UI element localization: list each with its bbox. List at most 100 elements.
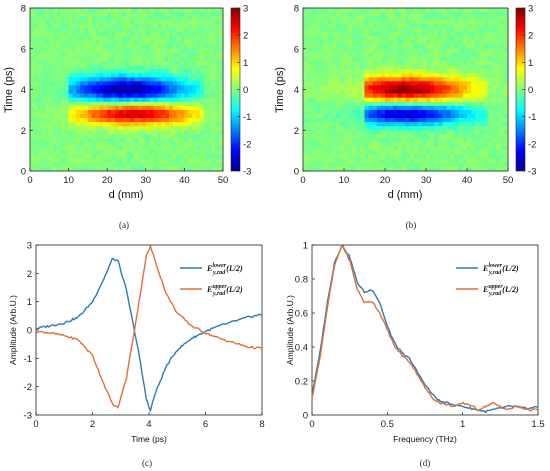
heatmap-b-cell — [495, 36, 501, 42]
heatmap-b-cell — [339, 150, 345, 156]
heatmap-a-cell — [207, 89, 212, 94]
heatmap-b-cell — [454, 109, 460, 115]
heatmap-a-cell — [60, 85, 66, 90]
heatmap-b-cell — [479, 130, 484, 135]
heatmap-a-cell — [72, 150, 77, 156]
heatmap-a-cell — [49, 154, 54, 160]
heatmap-b-cell — [450, 40, 456, 46]
heatmap-a-cell — [126, 101, 131, 107]
heatmap-b-cell — [426, 166, 431, 172]
heatmap-a-cell — [138, 134, 143, 139]
heatmap-b-cell — [405, 166, 410, 172]
heatmap-a-cell — [45, 69, 50, 74]
heatmap-b-cell — [450, 113, 456, 119]
heatmap-b-cell — [380, 126, 386, 131]
heatmap-a-cell — [149, 36, 154, 42]
heatmap-b-cell — [409, 20, 415, 25]
heatmap-b-cell — [491, 56, 497, 62]
heatmap-a-cell — [145, 12, 151, 17]
heatmap-b-cell — [446, 150, 451, 156]
heatmap-b-cell — [417, 118, 423, 123]
heatmap-a-cell — [180, 8, 185, 13]
heatmap-a-cell — [176, 32, 181, 37]
heatmap-a-cell — [141, 158, 147, 164]
heatmap-a-cell — [161, 122, 166, 127]
heatmap-b-cell — [458, 146, 464, 152]
heatmap-a-cell — [176, 118, 181, 123]
heatmap-a-cell — [60, 16, 66, 21]
heatmap-b-cell — [491, 118, 497, 123]
heatmap-b-cell — [319, 162, 324, 168]
heatmap-b-cell — [405, 150, 410, 156]
heatmap-b-cell — [413, 8, 419, 13]
heatmap-b-cell — [442, 65, 447, 70]
heatmap-a-cell — [199, 101, 205, 107]
heatmap-a-cell — [33, 93, 39, 99]
heatmap-b-cell — [360, 48, 365, 54]
heatmap-b-cell — [483, 52, 488, 58]
heatmap-b-cell — [491, 44, 497, 50]
heatmap-b-cell — [438, 118, 443, 123]
heatmap-b-cell — [503, 56, 509, 62]
heatmap-b-cell — [368, 93, 374, 99]
heatmap-b-cell — [413, 56, 419, 62]
heatmap-a-cell — [30, 32, 35, 37]
heatmap-b-cell — [307, 118, 312, 123]
heatmap-b-cell — [364, 101, 369, 107]
heatmap-a-cell — [37, 142, 42, 147]
heatmap-b-cell — [462, 77, 468, 82]
heatmap-b-cell — [405, 48, 410, 54]
heatmap-b-cell — [442, 138, 447, 143]
heatmap-a-cell — [60, 138, 66, 143]
heatmap-a-cell — [68, 48, 73, 54]
heatmap-b-cell — [323, 44, 328, 50]
heatmap-b-cell — [380, 12, 386, 17]
heatmap-a-cell — [103, 93, 108, 99]
heatmap-b-cell — [434, 69, 439, 74]
heatmap-a-cell — [72, 85, 77, 90]
heatmap-b-cell — [331, 20, 337, 25]
heatmap-b-cell — [487, 52, 492, 58]
heatmap-a-cell — [207, 142, 212, 147]
heatmap-a-cell — [161, 12, 166, 17]
heatmap-a-cell — [45, 126, 50, 131]
heatmap-b-cell — [503, 52, 509, 58]
heatmap-a-cell — [60, 162, 66, 168]
heatmap-a-cell — [64, 113, 69, 119]
heatmap-b-cell — [483, 89, 488, 94]
heatmap-b-cell — [430, 138, 435, 143]
heatmap-a-cell — [149, 60, 154, 66]
heatmap-a-cell — [207, 134, 212, 139]
heatmap-a-cell — [111, 40, 116, 46]
heatmap-b-cell — [356, 73, 361, 78]
heatmap-a-cell — [157, 44, 162, 50]
heatmap-b-cell — [401, 81, 406, 86]
heatmap-b-cell — [450, 101, 456, 107]
heatmap-a-cell — [145, 138, 151, 143]
heatmap-b-cell — [356, 60, 361, 66]
heatmap-a-cell — [33, 154, 39, 160]
heatmap-a-cell — [95, 77, 100, 82]
heatmap-b-cell — [401, 122, 406, 127]
heatmap-a-cell — [87, 101, 93, 107]
heatmap-b-cell — [491, 105, 497, 111]
heatmap-b-cell — [462, 109, 468, 115]
heatmap-b-cell — [450, 69, 456, 74]
heatmap-a-cell — [126, 138, 131, 143]
heatmap-b-cell — [348, 52, 353, 58]
heatmap-b-cell — [344, 93, 349, 99]
heatmap-a-cell — [49, 97, 54, 103]
heatmap-a-cell — [184, 73, 189, 78]
heatmap-b-cell — [454, 8, 460, 13]
heatmap-b-cell — [335, 60, 341, 66]
heatmap-a-cell — [60, 52, 66, 58]
heatmap-b-cell — [446, 122, 451, 127]
heatmap-a-cell — [76, 60, 81, 66]
heatmap-b-cell — [385, 109, 390, 115]
heatmap-a-cell — [195, 32, 201, 37]
heatmap-b-cell — [450, 60, 456, 66]
heatmap-b-cell — [434, 40, 439, 46]
heatmap-b-cell — [438, 138, 443, 143]
heatmap-b-cell — [426, 105, 431, 111]
heatmap-b-cell — [311, 52, 316, 58]
